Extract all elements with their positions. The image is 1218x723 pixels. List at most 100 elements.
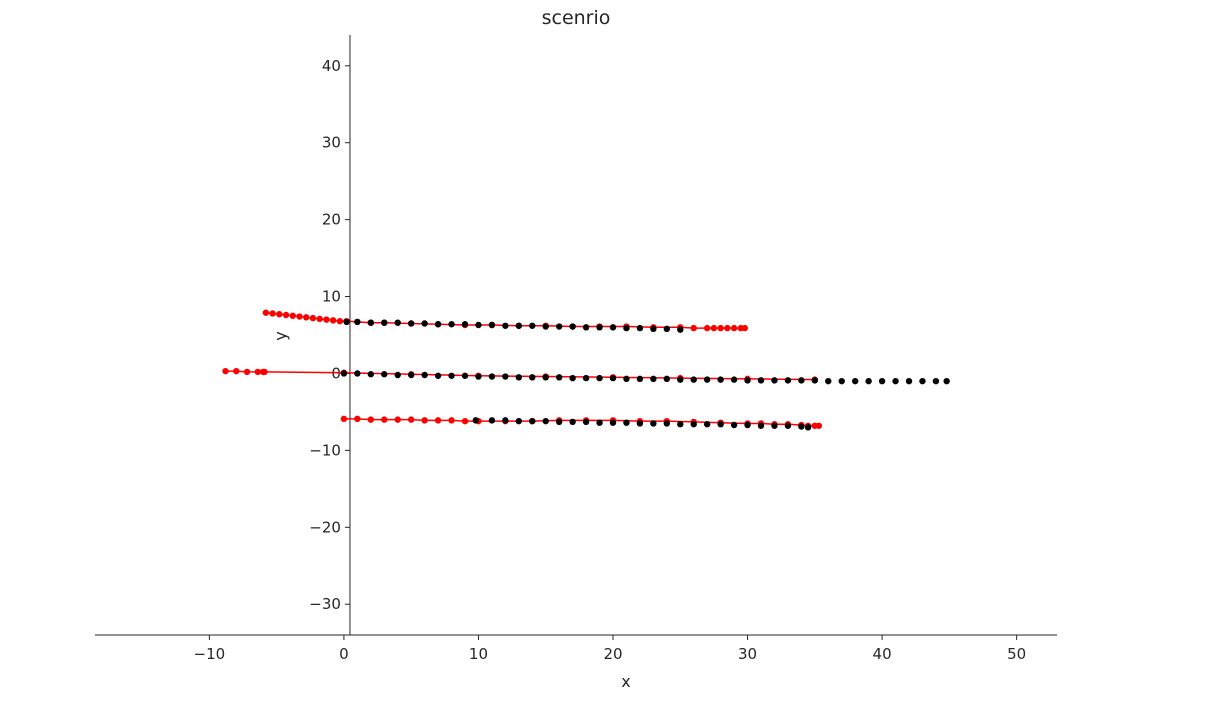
- series-3-point: [838, 377, 845, 385]
- x-tick-label: 30: [738, 645, 757, 663]
- series-4-point: [367, 416, 375, 423]
- series-3-point: [744, 377, 751, 384]
- series-3-point: [798, 377, 805, 384]
- y-tick-label: 0: [331, 364, 341, 382]
- series-5-point: [717, 421, 724, 428]
- series-0-point: [336, 317, 344, 325]
- series-0-point: [323, 316, 330, 323]
- series-3-point: [596, 374, 603, 382]
- series-3-point: [381, 371, 388, 378]
- series-0-point: [730, 324, 738, 332]
- series-1-point: [569, 323, 576, 330]
- series-3-point: [932, 377, 940, 385]
- series-3-point: [919, 377, 926, 385]
- series-3-point: [461, 372, 469, 379]
- series-0-point: [710, 324, 718, 332]
- series-3-point: [609, 374, 617, 382]
- x-axis-label: x: [621, 672, 630, 691]
- series-0-point: [741, 324, 749, 332]
- series-0-point: [724, 324, 731, 332]
- series-0-point: [296, 313, 303, 320]
- series-3-point: [905, 377, 913, 385]
- series-3-point: [354, 370, 361, 377]
- series-3-point: [448, 372, 455, 379]
- series-3-point: [569, 374, 576, 382]
- series-1-point: [421, 320, 428, 327]
- y-tick-label: −30: [309, 595, 341, 613]
- y-tick-label: 20: [322, 211, 341, 229]
- series-0-point: [316, 315, 323, 323]
- series-5-point: [757, 422, 765, 429]
- series-0-point: [303, 314, 310, 321]
- series-1-point: [434, 321, 442, 328]
- series-5-point: [650, 420, 657, 427]
- series-3-point: [730, 376, 738, 383]
- y-axis-label: y: [271, 331, 290, 340]
- series-3-point: [502, 373, 509, 380]
- series-3-point: [434, 372, 442, 379]
- series-5-point: [582, 418, 590, 426]
- series-4-point: [407, 416, 415, 423]
- series-1-point: [461, 321, 469, 328]
- series-3-point: [784, 377, 792, 384]
- series-0-point: [690, 324, 697, 332]
- series-1-point: [542, 323, 549, 330]
- series-5-point: [502, 417, 509, 424]
- series-1-point: [555, 323, 563, 330]
- series-2-point: [261, 368, 268, 376]
- series-5-point: [798, 423, 805, 430]
- series-5-point: [569, 418, 576, 426]
- series-4-point: [340, 415, 348, 423]
- series-2-point: [233, 367, 240, 375]
- series-4-point: [381, 416, 388, 423]
- series-5-point: [771, 422, 778, 429]
- series-3-point: [703, 376, 711, 383]
- y-ticks: −30 −20 −10 0 10 20 30 40: [309, 57, 350, 613]
- series-5-point: [636, 420, 644, 427]
- series-3-point: [851, 377, 859, 385]
- series-1-point: [407, 320, 415, 327]
- series-4-point: [421, 417, 428, 424]
- series-1-point: [623, 324, 630, 332]
- series-1-point: [582, 324, 590, 331]
- x-tick-label: 10: [469, 645, 488, 663]
- series-3-point: [677, 376, 684, 383]
- series-4-point: [815, 422, 823, 429]
- series-5-point: [663, 420, 671, 427]
- series-1-point: [663, 325, 671, 333]
- series-points: [222, 309, 950, 431]
- series-3-point: [367, 371, 375, 378]
- series-5-point: [623, 419, 630, 426]
- x-tick-label: −10: [194, 645, 226, 663]
- x-tick-label: 20: [603, 645, 622, 663]
- series-1-point: [609, 324, 617, 331]
- series-3-point: [623, 375, 630, 383]
- series-1-point: [367, 319, 375, 326]
- series-3-point: [529, 374, 536, 381]
- y-tick-label: −20: [309, 518, 341, 536]
- series-5-point: [804, 424, 812, 431]
- y-tick-label: −10: [309, 441, 341, 459]
- series-2-point: [222, 367, 229, 375]
- series-4-point: [461, 417, 469, 425]
- series-2-point: [254, 368, 261, 376]
- series-4-point: [434, 417, 442, 424]
- series-3-point: [515, 374, 523, 381]
- series-1-point: [677, 326, 684, 333]
- series-0-point: [289, 312, 296, 319]
- series-1-point: [529, 322, 536, 329]
- chart-title: scenrio: [542, 7, 611, 29]
- series-1-point: [502, 322, 509, 329]
- series-1-point: [636, 324, 644, 332]
- series-3-point: [555, 374, 563, 381]
- series-3-point: [582, 374, 590, 382]
- series-1-point: [381, 319, 388, 326]
- x-tick-label: 50: [1007, 645, 1026, 663]
- series-4-point: [448, 417, 455, 424]
- series-1-point: [475, 321, 482, 329]
- series-3-point: [475, 373, 482, 380]
- y-tick-label: 40: [322, 57, 341, 75]
- series-3-point: [542, 374, 549, 381]
- series-5-point: [744, 421, 751, 429]
